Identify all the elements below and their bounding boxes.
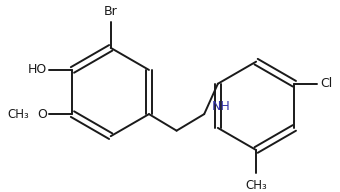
Text: Br: Br (104, 5, 118, 18)
Text: CH₃: CH₃ (245, 180, 267, 192)
Text: HO: HO (28, 63, 47, 76)
Text: NH: NH (211, 100, 230, 113)
Text: CH₃: CH₃ (7, 108, 29, 121)
Text: O: O (37, 108, 47, 121)
Text: Cl: Cl (320, 77, 333, 90)
